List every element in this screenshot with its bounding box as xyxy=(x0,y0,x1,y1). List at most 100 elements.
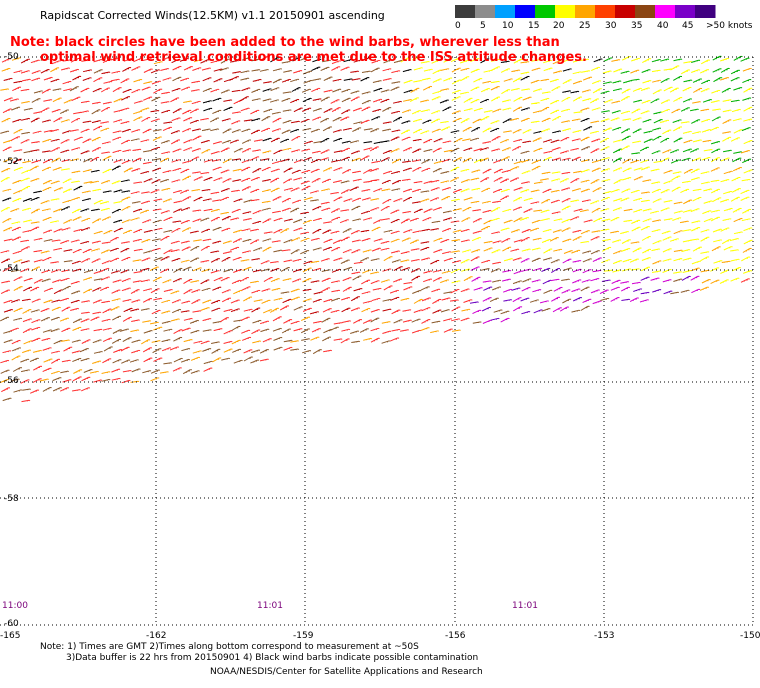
wind-barb xyxy=(440,68,450,71)
wind-barb xyxy=(210,60,220,64)
wind-barb xyxy=(431,59,441,64)
wind-barb xyxy=(420,130,430,135)
wind-barb xyxy=(391,259,401,263)
wind-barb xyxy=(271,240,281,243)
wind-barb xyxy=(183,317,193,321)
wind-barb xyxy=(320,66,330,72)
wind-barb xyxy=(341,320,351,323)
wind-barb xyxy=(421,77,431,81)
wind-barb xyxy=(131,201,141,204)
wind-barb xyxy=(651,188,661,194)
wind-barb xyxy=(220,211,230,215)
wind-barb xyxy=(312,58,322,63)
wind-barb xyxy=(302,278,312,283)
wind-barb xyxy=(621,298,631,301)
wind-barb xyxy=(182,196,192,202)
wind-barb xyxy=(633,209,643,213)
wind-barb xyxy=(561,97,571,102)
wind-barb xyxy=(150,377,160,382)
wind-barb xyxy=(180,220,190,224)
wind-barb xyxy=(152,167,162,172)
wind-barb xyxy=(422,85,433,91)
wind-barb xyxy=(301,185,311,191)
wind-barb xyxy=(371,297,381,302)
wind-barb xyxy=(673,210,683,214)
wind-barb xyxy=(50,198,60,201)
wind-barb xyxy=(612,239,622,243)
wind-barb xyxy=(542,188,552,194)
wind-barb xyxy=(640,226,650,231)
wind-barb xyxy=(211,307,221,312)
wind-barb xyxy=(22,349,32,354)
wind-barb xyxy=(290,187,300,192)
wind-barb xyxy=(203,360,213,365)
wind-barb xyxy=(380,140,390,143)
wind-barb xyxy=(60,297,70,302)
wind-barb xyxy=(262,150,272,154)
wind-barb xyxy=(483,110,493,113)
wind-barb xyxy=(190,370,200,374)
wind-barb xyxy=(141,339,151,345)
wind-barb xyxy=(73,228,83,232)
wind-barb xyxy=(390,218,400,224)
wind-barb xyxy=(121,256,131,262)
wind-barb xyxy=(50,328,60,333)
wind-barb xyxy=(673,258,683,262)
wind-barb xyxy=(371,160,381,164)
wind-barb xyxy=(470,266,480,271)
wind-barb xyxy=(691,260,701,265)
wind-barb xyxy=(590,200,600,205)
wind-barb xyxy=(202,329,212,332)
wind-barb xyxy=(533,147,543,152)
wind-barb xyxy=(252,269,262,273)
wind-barb xyxy=(472,218,482,223)
wind-barb xyxy=(163,362,173,365)
note-line-2: optimal wind retrieval conditions are me… xyxy=(40,50,587,65)
wind-barb xyxy=(581,70,591,73)
wind-barb xyxy=(111,289,121,294)
wind-barb xyxy=(473,107,483,112)
wind-barb xyxy=(613,68,623,73)
wind-barb xyxy=(422,217,432,222)
wind-barb xyxy=(741,218,751,222)
wind-barb xyxy=(232,238,242,244)
wind-barb xyxy=(283,167,293,173)
wind-barb xyxy=(329,326,339,331)
wind-barb xyxy=(332,239,342,244)
wind-barb xyxy=(153,357,163,362)
wind-barb xyxy=(111,368,121,373)
wind-barb xyxy=(91,136,101,142)
wind-barb xyxy=(61,306,71,312)
wind-barb xyxy=(12,158,22,164)
wind-barb xyxy=(269,99,280,103)
wind-barb xyxy=(250,156,260,161)
wind-barb xyxy=(302,307,312,312)
wind-barb xyxy=(80,128,90,133)
wind-barb xyxy=(291,136,301,142)
wind-barb xyxy=(491,136,501,142)
wind-barb xyxy=(101,216,111,221)
wind-barb xyxy=(383,59,393,64)
wind-barb xyxy=(581,146,591,151)
wind-barb xyxy=(273,217,283,222)
wind-barb xyxy=(220,188,230,192)
wind-barb xyxy=(42,180,52,185)
wind-barb xyxy=(423,278,433,283)
wind-barb xyxy=(310,168,320,173)
wind-barb xyxy=(713,239,723,243)
wind-barb xyxy=(512,106,523,112)
wind-barb xyxy=(102,190,112,193)
wind-barb xyxy=(232,256,242,261)
wind-barb xyxy=(212,240,222,244)
wind-barb xyxy=(580,179,590,183)
wind-barb xyxy=(72,389,81,392)
wind-barb xyxy=(252,168,262,174)
wind-barb xyxy=(29,389,40,394)
wind-barb xyxy=(520,75,530,81)
wind-barb xyxy=(242,250,252,254)
legend-swatch xyxy=(635,5,656,18)
wind-barb xyxy=(663,218,673,221)
wind-barb xyxy=(92,339,102,344)
wind-barb xyxy=(339,219,349,224)
wind-barb xyxy=(340,338,350,344)
